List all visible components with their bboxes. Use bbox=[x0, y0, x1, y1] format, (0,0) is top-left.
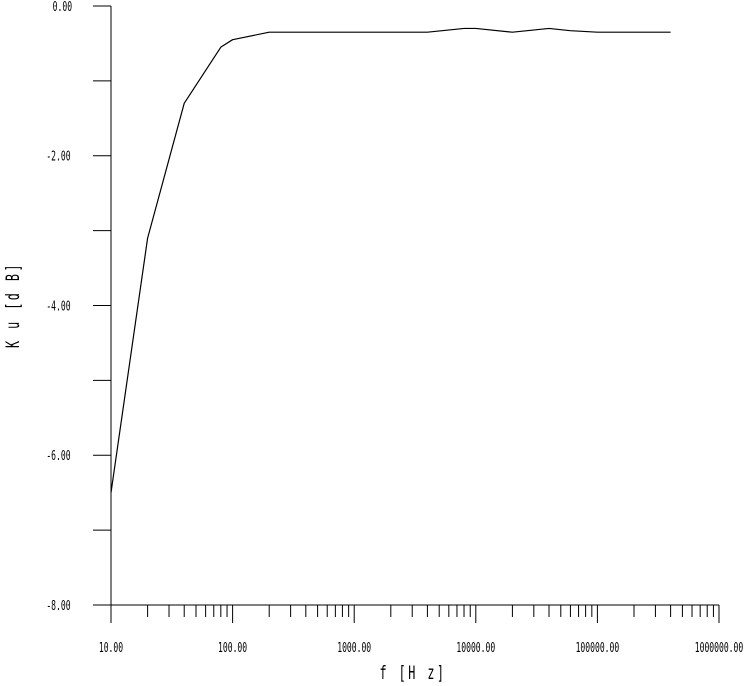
x-tick-label: 10.00 bbox=[99, 640, 123, 656]
y-axis: 0.00 -2.00 -4.00 -6.00 -8.00 bbox=[46, 0, 112, 614]
x-tick-label: 1000000.00 bbox=[695, 640, 743, 656]
y-tick-label: -4.00 bbox=[46, 298, 70, 314]
y-ticks: 0.00 -2.00 -4.00 -6.00 -8.00 bbox=[46, 0, 111, 614]
y-tick-label: -2.00 bbox=[46, 149, 70, 165]
y-axis-title: K u [d B] bbox=[1, 262, 24, 348]
series-line bbox=[110, 27, 671, 493]
y-tick-label: 0.00 bbox=[53, 0, 72, 15]
x-tick-label: 100.00 bbox=[218, 640, 247, 656]
x-axis: 10.00 100.00 1000.00 10000.00 100000.00 10000… bbox=[99, 604, 743, 656]
y-tick-label: -6.00 bbox=[46, 448, 70, 464]
x-tick-label: 10000.00 bbox=[456, 640, 495, 656]
x-tick-label: 100000.00 bbox=[576, 640, 620, 656]
x-axis-title: f [H z] bbox=[380, 661, 447, 684]
y-tick-label: -8.00 bbox=[46, 598, 70, 614]
x-ticks: 10.00 100.00 1000.00 10000.00 100000.00 10000… bbox=[99, 605, 743, 656]
series-layer bbox=[110, 27, 671, 493]
x-tick-label: 1000.00 bbox=[337, 640, 371, 656]
